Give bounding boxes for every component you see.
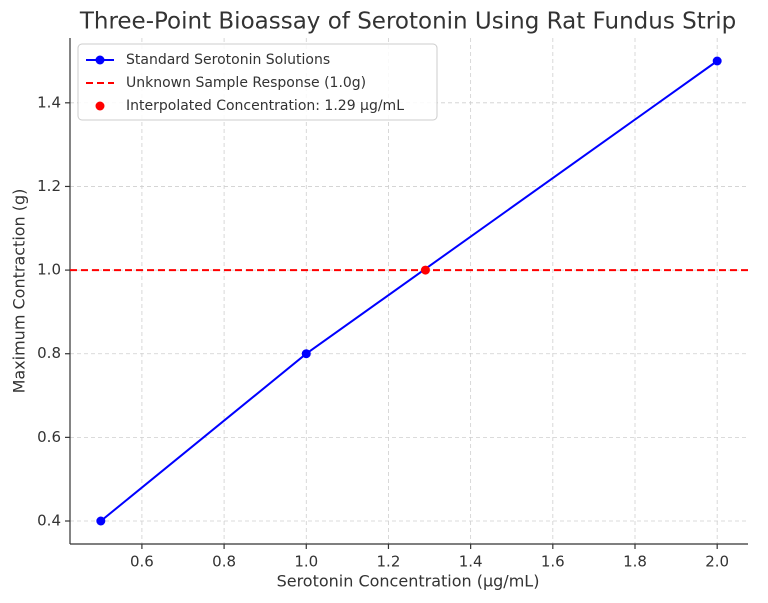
legend-label: Standard Serotonin Solutions	[126, 52, 330, 68]
chart-title: Three-Point Bioassay of Serotonin Using …	[79, 9, 736, 35]
y-tick-label: 1.4	[37, 93, 61, 111]
legend-box	[77, 43, 438, 121]
data-point	[96, 516, 106, 526]
legend-label: Interpolated Concentration: 1.29 µg/mL	[126, 98, 404, 114]
x-tick-label: 0.6	[130, 553, 154, 571]
x-tick-label: 1.8	[623, 553, 647, 571]
legend: Standard Serotonin Solutions Unknown Samp…	[77, 43, 438, 121]
x-tick-label: 1.2	[377, 553, 401, 571]
y-tick-label: 0.8	[37, 344, 61, 362]
x-axis-label: Serotonin Concentration (µg/mL)	[277, 572, 540, 591]
x-tick-label: 1.6	[541, 553, 565, 571]
y-tick-label: 0.6	[37, 428, 61, 446]
y-tick-label: 1.0	[37, 261, 61, 279]
legend-label: Unknown Sample Response (1.0g)	[126, 75, 366, 91]
x-tick-label: 0.8	[212, 553, 236, 571]
data-point	[712, 56, 722, 66]
data-point	[420, 265, 430, 275]
y-tick-label: 1.2	[37, 177, 61, 195]
x-tick-label: 1.0	[294, 553, 318, 571]
y-tick-label: 0.4	[37, 512, 61, 530]
y-axis-label: Maximum Contraction (g)	[10, 189, 29, 394]
data-line	[100, 60, 718, 522]
legend-marker	[95, 55, 105, 65]
x-tick-label: 1.4	[459, 553, 483, 571]
x-tick-label: 2.0	[705, 553, 729, 571]
legend-marker	[95, 101, 105, 111]
data-point	[301, 349, 311, 359]
